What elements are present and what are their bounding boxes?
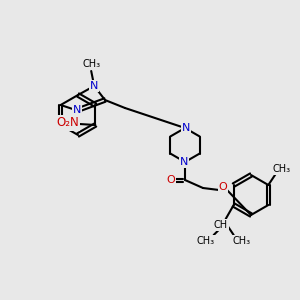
- Text: O: O: [167, 175, 176, 185]
- Text: N: N: [90, 81, 98, 91]
- Text: O: O: [219, 182, 227, 192]
- Text: CH: CH: [214, 220, 228, 230]
- Text: CH₃: CH₃: [232, 236, 251, 246]
- Text: O₂N: O₂N: [56, 116, 79, 130]
- Text: CH₃: CH₃: [272, 164, 290, 174]
- Text: CH₃: CH₃: [82, 59, 100, 69]
- Text: N: N: [182, 123, 190, 133]
- Text: N: N: [73, 105, 81, 116]
- Text: CH₃: CH₃: [196, 236, 215, 246]
- Text: N: N: [180, 157, 188, 167]
